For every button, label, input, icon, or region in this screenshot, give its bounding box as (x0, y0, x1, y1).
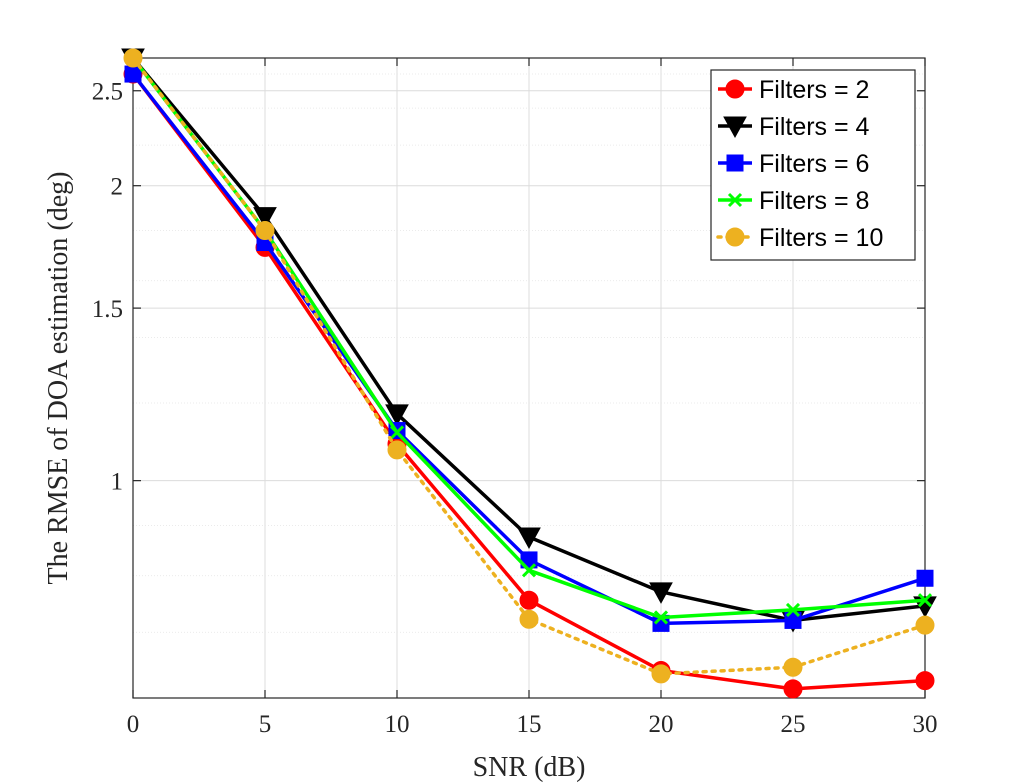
data-point (653, 610, 669, 625)
legend-label: Filters = 6 (759, 150, 869, 178)
legend-marker (725, 227, 745, 247)
x-tick-label: 10 (385, 711, 410, 738)
data-point (521, 563, 537, 578)
y-tick-label: 1.5 (92, 296, 123, 323)
data-point (785, 602, 801, 617)
legend-label: Filters = 8 (759, 187, 869, 215)
legend-label: Filters = 2 (759, 76, 869, 104)
data-point (519, 590, 539, 610)
data-point (389, 425, 405, 440)
data-point (784, 611, 802, 629)
legend-marker (727, 192, 743, 208)
y-tick-label: 1 (111, 469, 124, 496)
series-5 (123, 48, 935, 684)
data-point (915, 615, 935, 635)
legend-marker (723, 116, 747, 139)
data-point (123, 48, 143, 68)
y-axis-label: The RMSE of DOA estimation (deg) (43, 172, 74, 585)
x-tick-label: 15 (517, 711, 542, 738)
data-point (387, 440, 407, 460)
legend-entry-2: Filters = 4 (718, 113, 870, 141)
legend-entry-1: Filters = 2 (718, 76, 869, 104)
data-point (783, 657, 803, 677)
legend-entry-4: Filters = 8 (718, 187, 869, 215)
grid-lines (132, 58, 926, 699)
data-point (519, 609, 539, 629)
x-tick-label: 30 (913, 711, 938, 738)
legend-box (710, 69, 916, 261)
data-point (253, 207, 277, 229)
legend-entry-3: Filters = 6 (718, 150, 869, 178)
data-point (517, 527, 541, 550)
data-point (783, 679, 803, 699)
series-group (121, 48, 937, 699)
legend-label: Filters = 4 (759, 113, 870, 141)
y-tick-label: 2 (111, 174, 124, 201)
data-point (385, 404, 409, 426)
data-point (916, 569, 934, 587)
y-tick-label: 2.5 (92, 79, 123, 106)
legend-marker (725, 79, 745, 99)
data-point (255, 221, 275, 241)
legend-entry-5: Filters = 10 (716, 224, 883, 252)
x-tick-label: 25 (781, 711, 806, 738)
data-point (124, 65, 142, 83)
legend: Filters = 2 Filters = 4 Filters = 6 Filters… (710, 69, 916, 261)
data-point (649, 582, 673, 604)
data-point (915, 671, 935, 691)
legend-label: Filters = 10 (759, 224, 883, 252)
axis-ticks: 0 5 10 15 20 25 30 1 1.5 2 2.5 (92, 58, 938, 738)
x-axis-label: SNR (dB) (473, 752, 586, 783)
data-point (651, 664, 671, 684)
data-point (917, 593, 933, 608)
x-tick-label: 5 (259, 711, 272, 738)
x-tick-label: 20 (649, 711, 674, 738)
x-tick-label: 0 (127, 711, 140, 738)
legend-marker (726, 154, 744, 172)
